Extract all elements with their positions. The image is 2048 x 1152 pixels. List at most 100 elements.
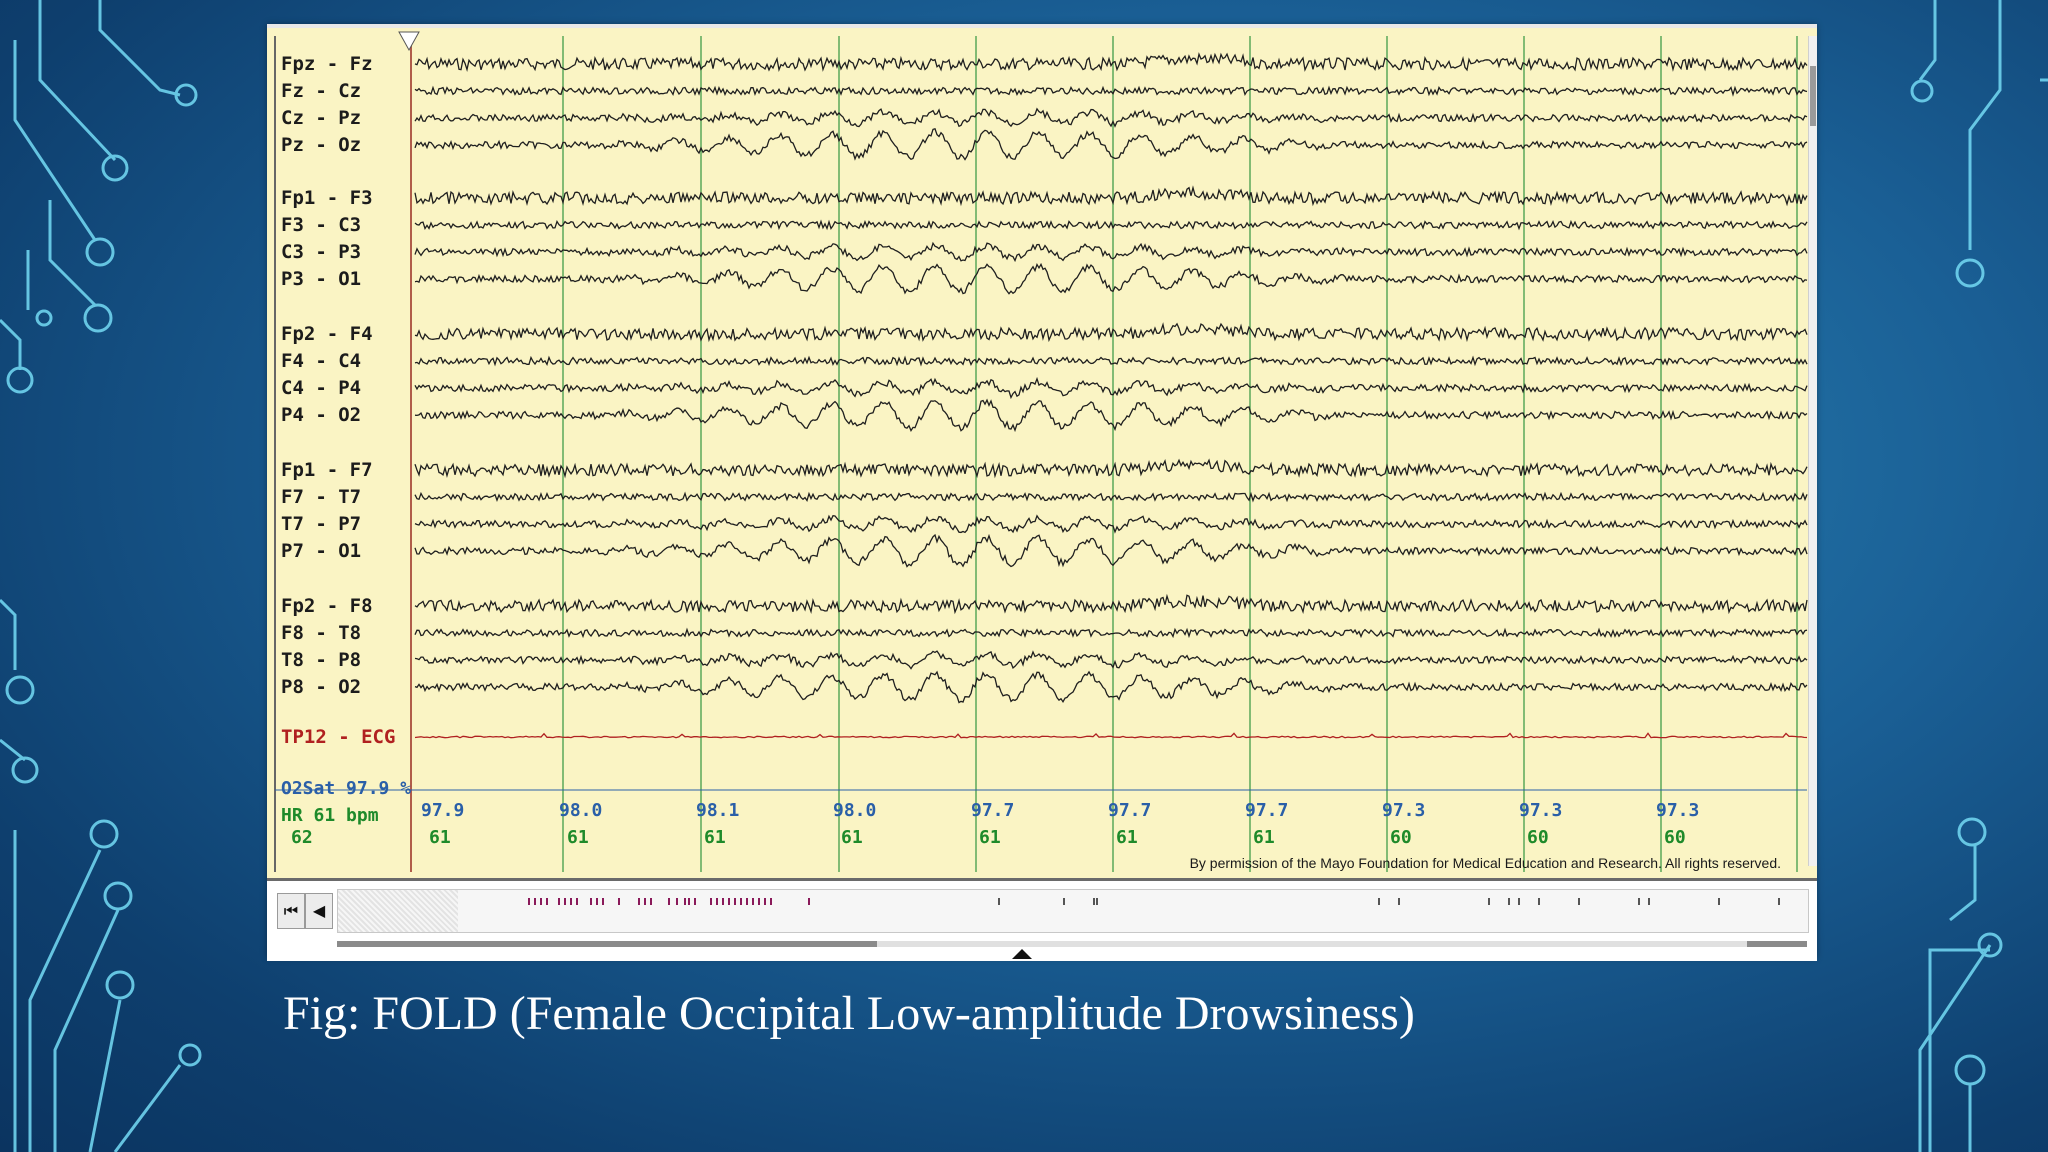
eeg-trace xyxy=(414,458,1808,479)
event-mark xyxy=(1398,898,1400,905)
eeg-trace xyxy=(414,127,1808,161)
event-mark xyxy=(722,898,724,905)
eeg-trace xyxy=(414,491,1808,503)
channel-label: Fp1 - F3 xyxy=(281,187,373,209)
ecg-channel-label: TP12 - ECG xyxy=(281,726,396,748)
o2sat-label: O2Sat 97.9 % xyxy=(281,778,412,799)
channel-label: Fp2 - F4 xyxy=(281,323,373,345)
event-mark xyxy=(710,898,712,905)
event-mark xyxy=(764,898,766,905)
event-mark xyxy=(728,898,730,905)
channel-label: Cz - Pz xyxy=(281,107,362,129)
eeg-trace xyxy=(414,355,1808,367)
event-mark xyxy=(528,898,530,905)
event-mark xyxy=(1508,898,1510,905)
event-mark xyxy=(668,898,670,905)
event-mark xyxy=(688,898,690,905)
event-mark xyxy=(1093,898,1095,905)
channel-label: Fz - Cz xyxy=(281,80,362,102)
timeline-overview-strip xyxy=(337,941,1807,947)
eeg-trace xyxy=(414,322,1808,343)
eeg-trace xyxy=(414,219,1808,231)
window-top-border xyxy=(267,24,1817,28)
event-mark xyxy=(734,898,736,905)
channel-label: P4 - O2 xyxy=(281,404,362,426)
heart-rate-first-value: 62 xyxy=(291,827,313,848)
event-mark xyxy=(1063,898,1065,905)
event-mark xyxy=(694,898,696,905)
event-mark xyxy=(576,898,578,905)
o2sat-value: 98.0 xyxy=(833,800,877,821)
eeg-trace xyxy=(414,533,1808,568)
channel-label: Fp1 - F7 xyxy=(281,459,373,481)
event-mark xyxy=(638,898,640,905)
permission-notice: By permission of the Mayo Foundation for… xyxy=(1189,855,1781,871)
channel-label: Pz - Oz xyxy=(281,134,362,156)
eeg-traces xyxy=(274,31,1808,872)
heart-rate-value: 61 xyxy=(979,827,1001,848)
vertical-scroll-thumb[interactable] xyxy=(1810,66,1816,126)
o2sat-value: 97.7 xyxy=(1108,800,1152,821)
eeg-trace xyxy=(414,107,1808,128)
event-mark xyxy=(596,898,598,905)
event-mark xyxy=(546,898,548,905)
cursor-marker xyxy=(398,31,420,52)
o2sat-value: 97.3 xyxy=(1382,800,1426,821)
channel-label: F3 - C3 xyxy=(281,214,362,236)
timeline-track[interactable] xyxy=(337,889,1809,933)
skip-to-start-icon[interactable]: ⏮ xyxy=(277,893,305,929)
event-mark xyxy=(716,898,718,905)
event-mark xyxy=(1096,898,1098,905)
event-mark xyxy=(650,898,652,905)
channel-label: Fpz - Fz xyxy=(281,53,373,75)
event-mark xyxy=(540,898,542,905)
eeg-trace xyxy=(414,185,1808,207)
channel-label: Fp2 - F8 xyxy=(281,595,373,617)
heart-rate-value: 61 xyxy=(429,827,451,848)
event-mark xyxy=(1538,898,1540,905)
channel-label: T7 - P7 xyxy=(281,513,362,535)
channel-label: P8 - O2 xyxy=(281,676,362,698)
channel-label: F8 - T8 xyxy=(281,622,362,644)
event-mark xyxy=(618,898,620,905)
event-mark xyxy=(558,898,560,905)
vertical-scrollbar[interactable] xyxy=(1808,36,1817,866)
heart-rate-value: 60 xyxy=(1664,827,1686,848)
channel-label: T8 - P8 xyxy=(281,649,362,671)
eeg-trace xyxy=(414,376,1808,400)
figure-caption: Fig: FOLD (Female Occipital Low-amplitud… xyxy=(283,987,1415,1040)
event-mark xyxy=(1578,898,1580,905)
eeg-trace xyxy=(414,262,1808,295)
step-back-icon[interactable]: ◀ xyxy=(305,893,333,929)
channel-label: F7 - T7 xyxy=(281,486,362,508)
channel-label: F4 - C4 xyxy=(281,350,362,372)
event-mark xyxy=(602,898,604,905)
eeg-trace xyxy=(414,85,1808,97)
eeg-trace xyxy=(414,52,1808,73)
eeg-trace xyxy=(414,627,1808,639)
timeline-thumb[interactable] xyxy=(338,890,458,932)
o2sat-value: 98.0 xyxy=(559,800,603,821)
channel-label: C4 - P4 xyxy=(281,377,362,399)
o2sat-value: 97.3 xyxy=(1656,800,1700,821)
event-mark xyxy=(1518,898,1520,905)
heart-rate-value: 61 xyxy=(841,827,863,848)
event-mark xyxy=(644,898,646,905)
event-mark xyxy=(1718,898,1720,905)
eeg-trace xyxy=(414,398,1808,433)
event-mark xyxy=(758,898,760,905)
event-mark xyxy=(534,898,536,905)
o2sat-value: 97.7 xyxy=(1245,800,1289,821)
heart-rate-value: 60 xyxy=(1390,827,1412,848)
eeg-viewer-window: Fpz - Fz Fz - Cz Cz - Pz Pz - Oz Fp1 - F3 F3 … xyxy=(267,24,1817,961)
event-mark xyxy=(770,898,772,905)
event-mark xyxy=(1488,898,1490,905)
ecg-trace xyxy=(414,732,1808,739)
timeline-scrollbar[interactable]: ⏮ ◀ xyxy=(267,878,1817,961)
o2sat-value: 97.3 xyxy=(1519,800,1563,821)
heart-rate-value: 61 xyxy=(567,827,589,848)
event-mark xyxy=(998,898,1000,905)
o2sat-value: 97.9 xyxy=(421,800,465,821)
event-mark xyxy=(570,898,572,905)
